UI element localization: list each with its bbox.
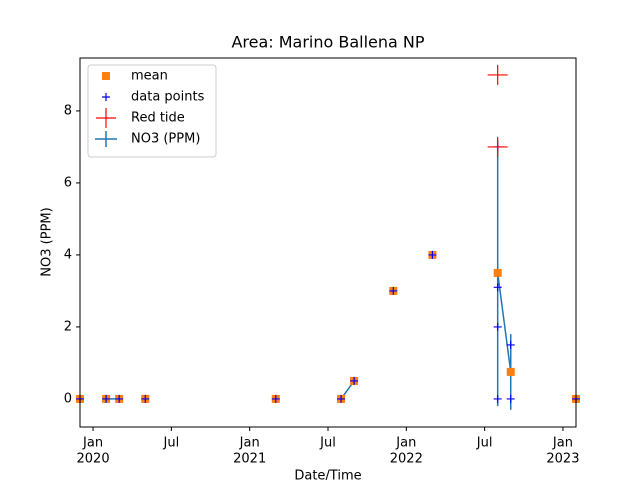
data-point — [493, 394, 502, 403]
data-point — [493, 322, 502, 331]
legend-label: data points — [131, 90, 205, 105]
x-tick-label: Jul — [163, 436, 180, 451]
data-point — [389, 286, 398, 295]
x-tick-label: Jul — [476, 436, 493, 451]
y-tick-label: 8 — [64, 103, 72, 118]
legend-label: mean — [131, 69, 168, 84]
legend-label: Red tide — [131, 111, 185, 126]
plot-frame — [79, 57, 577, 428]
red-tide-marker — [487, 136, 508, 157]
data-point — [428, 250, 437, 259]
x-tick-label: Jan — [239, 436, 260, 451]
x-tick-label: Jul — [319, 436, 336, 451]
legend-label: NO3 (PPM) — [131, 132, 200, 147]
legend-marker — [102, 72, 110, 80]
x-tick-label: Jan — [82, 436, 103, 451]
x-tick-year: 2021 — [233, 452, 266, 467]
y-tick-label: 4 — [64, 247, 72, 262]
x-axis-label: Date/Time — [294, 469, 361, 480]
data-point — [102, 394, 111, 403]
data-point — [506, 340, 515, 349]
y-axis-label: NO3 (PPM) — [40, 207, 55, 276]
data-point — [350, 376, 359, 385]
chart-title: Area: Marino Ballena NP — [231, 33, 424, 52]
data-point — [493, 283, 502, 292]
x-tick-year: 2023 — [546, 452, 579, 467]
mean-marker — [506, 367, 515, 376]
data-point — [337, 394, 346, 403]
data-point — [115, 394, 124, 403]
x-tick-label: Jan — [395, 436, 416, 451]
legend-marker — [102, 93, 110, 101]
x-tick-year: 2022 — [390, 452, 423, 467]
x-tick-label: Jan — [552, 436, 573, 451]
data-point — [271, 394, 280, 403]
y-tick-label: 6 — [64, 175, 72, 190]
legend-box — [87, 64, 217, 158]
red-tide-marker — [487, 64, 508, 85]
data-point — [506, 394, 515, 403]
data-point — [141, 394, 150, 403]
legend-marker — [96, 108, 116, 128]
y-tick-label: 2 — [64, 319, 72, 334]
x-tick-year: 2020 — [77, 452, 110, 467]
y-tick-label: 0 — [64, 391, 72, 406]
mean-marker — [493, 268, 502, 277]
